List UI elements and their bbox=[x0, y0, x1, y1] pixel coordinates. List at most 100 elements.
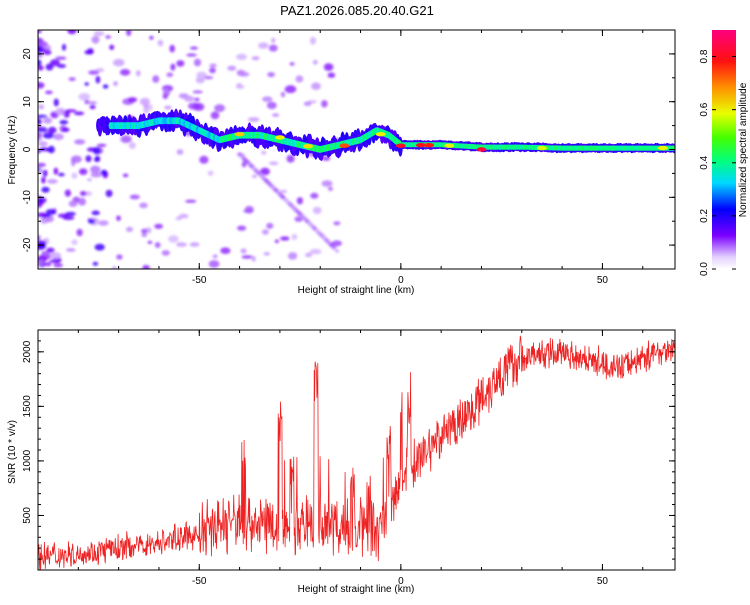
heatmap-noise-blob bbox=[210, 111, 220, 120]
heatmap-noise-blob bbox=[247, 117, 260, 122]
heatmap-noise-blob bbox=[176, 242, 187, 247]
heatmap-noise-blob bbox=[263, 252, 270, 256]
heatmap-noise-blob bbox=[152, 75, 160, 83]
heatmap-noise-blob bbox=[84, 191, 92, 197]
heatmap-noise-blob bbox=[271, 37, 276, 44]
heatmap-noise-blob bbox=[46, 179, 58, 184]
ridge-peak bbox=[537, 145, 547, 151]
snr-xlabel: Height of straight line (km) bbox=[298, 584, 415, 595]
heatmap-noise-blob bbox=[86, 101, 98, 105]
heatmap-noise-blob bbox=[45, 214, 51, 218]
ridge-peak bbox=[274, 135, 285, 140]
heatmap-noise-blob bbox=[269, 161, 279, 165]
snr-xtick-label: 50 bbox=[597, 576, 609, 587]
heatmap-noise-blob bbox=[139, 202, 148, 209]
heatmap-noise-blob bbox=[79, 191, 87, 196]
snr-series-line bbox=[38, 335, 675, 570]
heatmap-noise-blob bbox=[109, 44, 115, 50]
heatmap-noise-blob bbox=[238, 71, 250, 77]
heatmap-noise-blob bbox=[199, 155, 209, 164]
ridge-peak bbox=[424, 143, 435, 148]
heatmap-noise-blob bbox=[38, 197, 47, 204]
heatmap-noise-blob bbox=[90, 172, 102, 178]
snr-axes: -50 0 50 500 1000 1500 2000 bbox=[22, 329, 675, 587]
heatmap-noise-blob bbox=[262, 96, 273, 102]
heatmap-noise-blob bbox=[331, 240, 342, 247]
heatmap-noise-blobs bbox=[38, 30, 343, 269]
heatmap-noise-blob bbox=[157, 39, 164, 47]
heatmap-noise-blob bbox=[38, 59, 42, 67]
heatmap-noise-blob bbox=[176, 149, 184, 155]
heatmap-noise-blob bbox=[98, 220, 109, 226]
heatmap-noise-blob bbox=[170, 63, 176, 71]
ridge-peak bbox=[395, 143, 406, 148]
heatmap-noise-blob bbox=[122, 173, 129, 178]
snr-ytick-label: 2000 bbox=[22, 340, 33, 363]
heatmap-noise-blob bbox=[312, 59, 318, 65]
heatmap-noise-blob bbox=[49, 252, 62, 260]
heatmap-noise-blob bbox=[50, 59, 60, 67]
heatmap-noise-blob bbox=[38, 149, 42, 154]
heatmap-noise-blob bbox=[74, 139, 86, 145]
heatmap-noise-blob bbox=[100, 169, 108, 176]
heatmap-noise-blob bbox=[38, 141, 48, 146]
heatmap-noise-blob bbox=[279, 189, 288, 194]
heatmap-noise-blob bbox=[62, 216, 75, 220]
heatmap-noise-blob bbox=[38, 132, 41, 139]
heatmap-noise-blob bbox=[284, 85, 297, 94]
colorbar-ticks: 0.0 0.2 0.4 0.6 0.8 bbox=[699, 49, 736, 276]
heatmap-noise-blob bbox=[175, 216, 182, 221]
heatmap-noise-blob bbox=[163, 88, 169, 95]
colorbar-label: Normalized spectral amplitude bbox=[738, 82, 749, 217]
heatmap-noise-blob bbox=[240, 248, 247, 254]
heatmap-noise-blob bbox=[45, 90, 53, 94]
heatmap-noise-blob bbox=[241, 255, 253, 259]
heatmap-noise-blob bbox=[38, 201, 42, 208]
heatmap-noise-blob bbox=[194, 97, 200, 102]
heatmap-noise-blob bbox=[113, 58, 125, 67]
heatmap-noise-blob bbox=[92, 261, 99, 266]
heatmap-noise-blob bbox=[43, 49, 52, 55]
heatmap-noise-blob bbox=[120, 135, 132, 144]
heatmap-noise-blob bbox=[41, 186, 50, 193]
heatmap-noise-blob bbox=[190, 46, 198, 50]
ridge-peak bbox=[375, 132, 386, 137]
heatmap-noise-blob bbox=[53, 98, 59, 107]
heatmap-noise-blob bbox=[321, 180, 333, 187]
heatmap-noise-blob bbox=[149, 36, 154, 40]
heatmap-noise-blob bbox=[185, 199, 197, 203]
heatmap-noise-blob bbox=[280, 91, 286, 98]
spectrogram-ytick-label: -10 bbox=[22, 190, 33, 205]
colorbar-tick-label: 0.0 bbox=[699, 262, 710, 276]
heatmap-noise-blob bbox=[45, 63, 54, 71]
heatmap-noise-blob bbox=[42, 132, 55, 139]
heatmap-noise-blob bbox=[168, 235, 179, 243]
heatmap-noise-blob bbox=[311, 82, 321, 90]
heatmap-noise-blob bbox=[116, 254, 123, 260]
heatmap-noise-blob bbox=[113, 81, 118, 86]
spectrogram-ylabel: Frequency (Hz) bbox=[7, 116, 18, 185]
heatmap-noise-blob bbox=[214, 104, 226, 112]
colorbar-tick-label: 0.2 bbox=[699, 209, 710, 223]
heatmap-noise-blob bbox=[169, 44, 175, 53]
heatmap-noise-blob bbox=[286, 154, 295, 163]
heatmap-noise-blob bbox=[141, 228, 148, 234]
heatmap-noise-blob bbox=[272, 113, 280, 117]
heatmap-noise-blob bbox=[244, 205, 254, 214]
heatmap-noise-blob bbox=[92, 147, 101, 155]
spectrogram-xtick-label: 0 bbox=[398, 275, 404, 286]
ridge-peak bbox=[444, 143, 455, 148]
heatmap-noise-blob bbox=[266, 222, 274, 229]
heatmap-noise-blob bbox=[68, 200, 78, 207]
heatmap-noise-blob bbox=[237, 225, 247, 231]
colorbar-tick-label: 0.4 bbox=[699, 155, 710, 169]
heatmap-noise-blob bbox=[208, 260, 220, 268]
ridge-peak bbox=[339, 143, 350, 148]
heatmap-noise-blob bbox=[38, 236, 41, 241]
heatmap-noise-blob bbox=[268, 44, 278, 52]
snr-ytick-label: 1000 bbox=[22, 449, 33, 472]
heatmap-noise-blob bbox=[95, 75, 101, 84]
heatmap-noise-blob bbox=[327, 186, 334, 191]
